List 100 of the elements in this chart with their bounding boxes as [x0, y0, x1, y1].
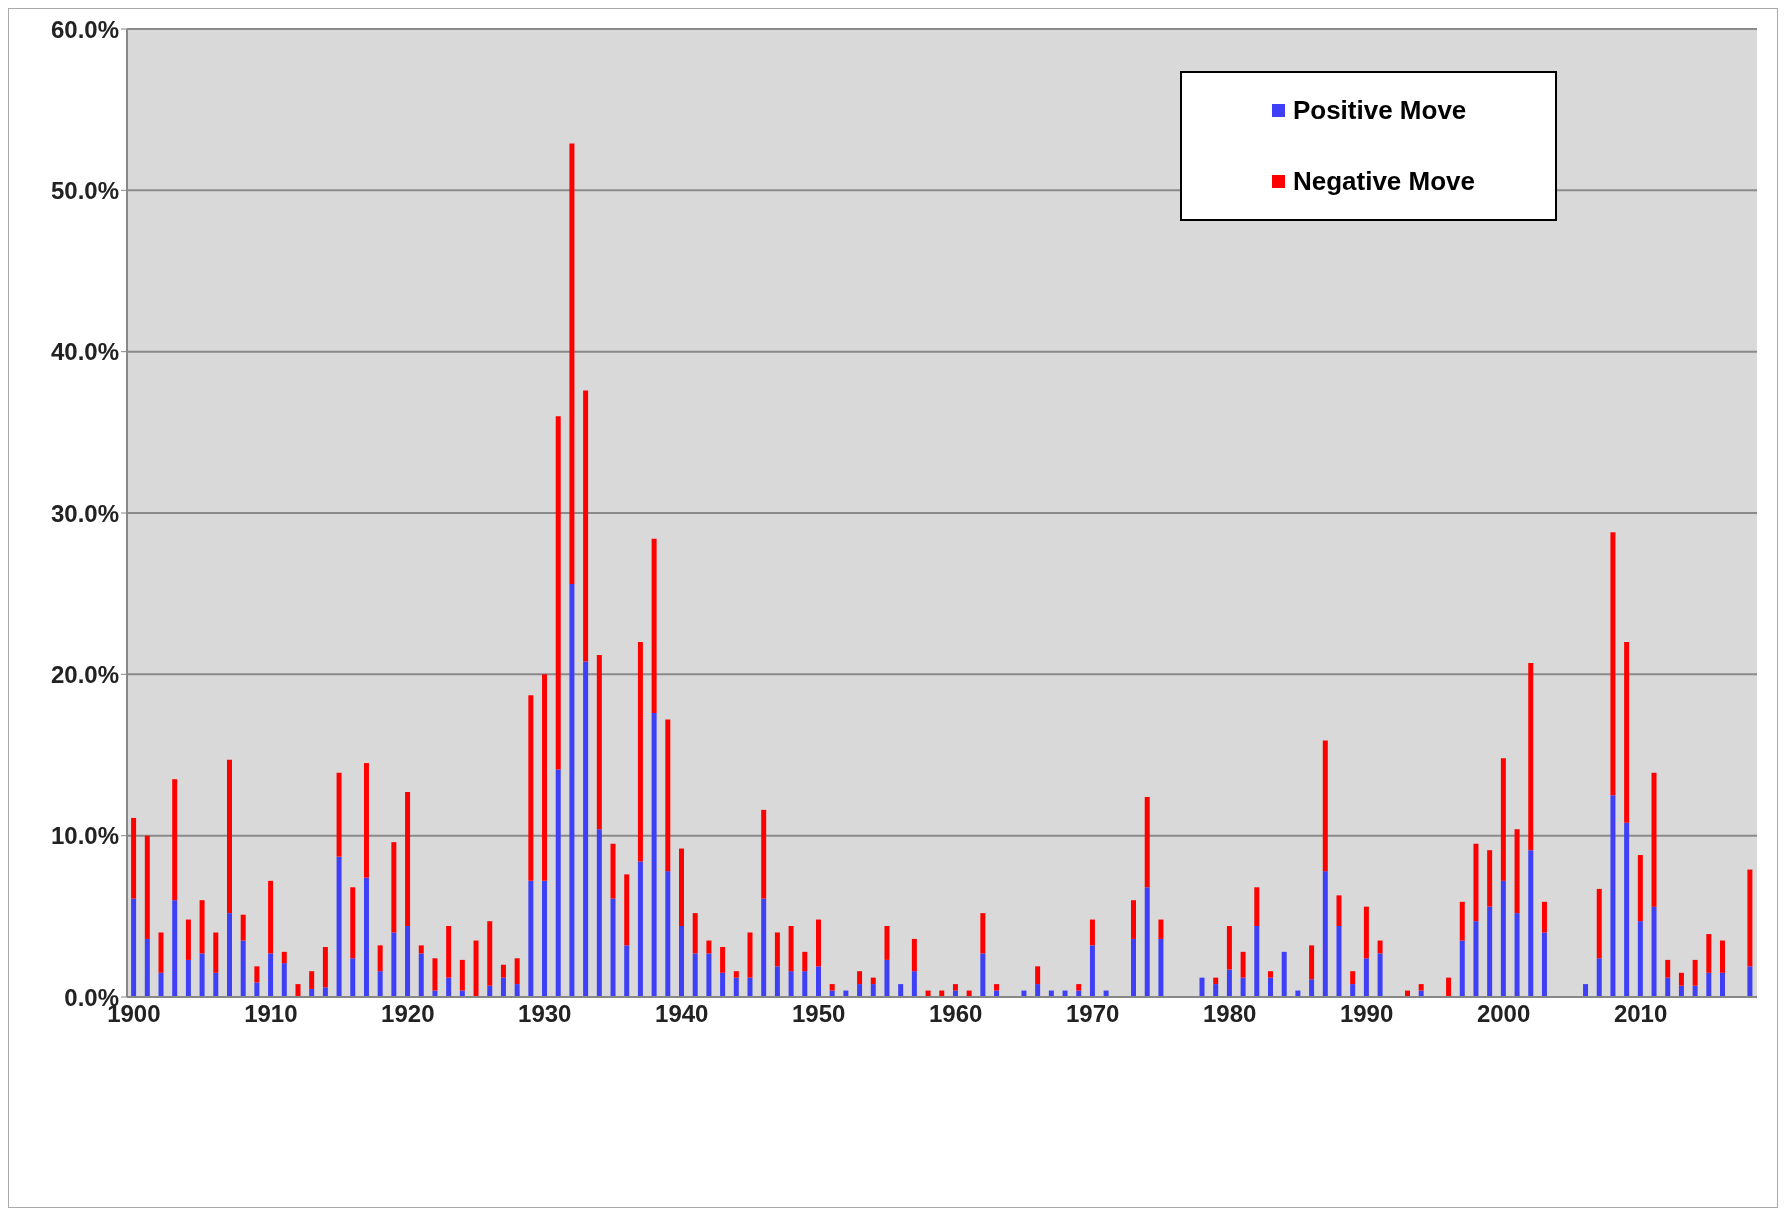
- bar: [281, 951, 287, 964]
- bar: [1473, 843, 1479, 922]
- y-tick-label: 50.0%: [50, 176, 119, 204]
- bar: [1035, 984, 1041, 997]
- y-tick-label: 40.0%: [50, 338, 119, 366]
- y-tick-label: 30.0%: [50, 499, 119, 527]
- bar: [172, 779, 178, 901]
- bar: [1322, 740, 1328, 872]
- bar: [1363, 906, 1369, 959]
- bar: [555, 416, 561, 770]
- bar: [1541, 901, 1547, 933]
- bar: [788, 926, 794, 972]
- x-tick-label: 2010: [1613, 1000, 1668, 1028]
- bar: [1144, 887, 1150, 997]
- bar: [774, 932, 780, 967]
- bar: [350, 958, 356, 997]
- bar: [240, 940, 246, 997]
- bar: [514, 958, 520, 985]
- bar: [637, 861, 643, 997]
- bar: [952, 984, 958, 991]
- bar: [1624, 822, 1630, 997]
- bar: [788, 971, 794, 997]
- bar: [487, 921, 493, 986]
- bar: [1350, 984, 1356, 997]
- bar: [500, 964, 506, 978]
- bar: [857, 984, 863, 997]
- bar: [815, 919, 821, 967]
- bar: [1268, 971, 1273, 978]
- bar: [1240, 951, 1246, 978]
- bar: [1350, 971, 1356, 985]
- bar: [884, 959, 890, 997]
- bar: [1158, 938, 1164, 997]
- bar: [199, 953, 205, 997]
- bar: [665, 871, 671, 997]
- legend-label: Positive Move: [1292, 95, 1467, 126]
- bar: [158, 932, 164, 973]
- bar: [569, 143, 575, 584]
- bar: [131, 817, 137, 899]
- bar: [1500, 880, 1506, 997]
- bar: [1596, 958, 1602, 997]
- bar: [226, 913, 232, 997]
- bar: [1213, 984, 1219, 997]
- bar: [692, 913, 698, 954]
- bar: [596, 654, 602, 830]
- bar: [405, 792, 411, 927]
- bar: [528, 695, 534, 881]
- bar: [1226, 926, 1232, 970]
- bar: [528, 880, 534, 997]
- bar: [459, 959, 465, 991]
- bar: [542, 880, 548, 997]
- bar: [1418, 984, 1424, 991]
- bar: [363, 877, 369, 997]
- bar: [432, 958, 438, 991]
- bar: [1377, 953, 1383, 997]
- bar: [1322, 871, 1328, 997]
- bar: [651, 538, 657, 714]
- bar: [911, 971, 917, 997]
- bar: [1213, 977, 1219, 985]
- bar: [446, 926, 452, 978]
- y-tick-label: 20.0%: [50, 660, 119, 688]
- bar: [802, 951, 808, 972]
- bar: [1268, 977, 1273, 997]
- bar: [322, 946, 328, 988]
- bar: [158, 972, 164, 997]
- bar: [1514, 829, 1520, 914]
- y-tick-label: 60.0%: [50, 15, 119, 43]
- bar: [1665, 959, 1671, 978]
- bar: [555, 769, 561, 997]
- bar: [473, 940, 479, 997]
- bar: [569, 583, 575, 997]
- bar: [405, 926, 411, 997]
- bar: [1637, 855, 1643, 922]
- x-tick-label: 2000: [1476, 1000, 1531, 1028]
- bar: [596, 829, 602, 997]
- bar: [610, 843, 616, 899]
- bar: [624, 945, 630, 997]
- bar: [870, 977, 876, 985]
- bar: [1596, 888, 1602, 959]
- bar: [1651, 772, 1657, 907]
- bar: [391, 932, 397, 997]
- bar: [268, 880, 274, 954]
- bar: [761, 809, 767, 899]
- bar: [1240, 977, 1246, 997]
- bar: [884, 926, 890, 960]
- bar: [322, 987, 328, 997]
- bar: [706, 953, 712, 997]
- bar: [418, 953, 424, 997]
- x-tick-label: 1980: [1202, 1000, 1257, 1028]
- bar: [1500, 758, 1506, 881]
- bar: [213, 932, 219, 973]
- bar: [240, 914, 246, 941]
- bar: [1254, 887, 1260, 927]
- bar: [281, 963, 287, 997]
- bar: [802, 971, 808, 997]
- x-tick-label: 1970: [1065, 1000, 1120, 1028]
- bar: [994, 984, 1000, 991]
- bar: [829, 984, 835, 991]
- bar: [747, 932, 753, 978]
- bar: [1131, 900, 1137, 939]
- bar: [1459, 940, 1465, 997]
